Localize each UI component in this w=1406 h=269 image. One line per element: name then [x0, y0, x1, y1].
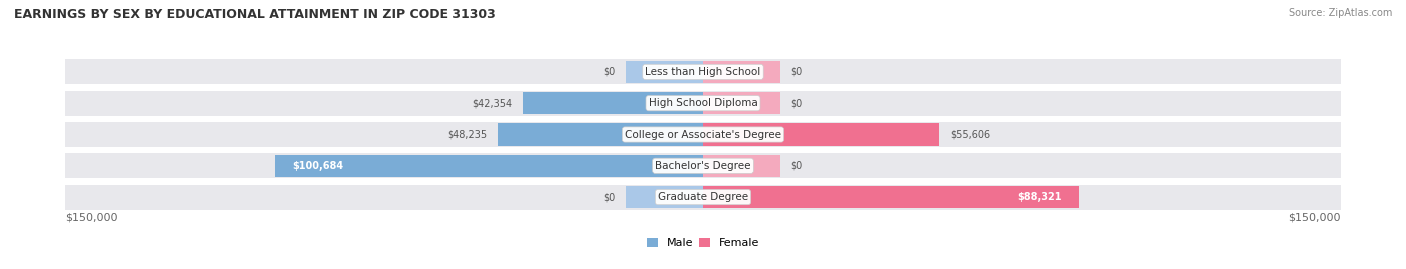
Text: $0: $0	[790, 67, 803, 77]
Text: Source: ZipAtlas.com: Source: ZipAtlas.com	[1288, 8, 1392, 18]
Bar	[523, 92, 703, 115]
Bar	[65, 185, 1341, 210]
Bar	[65, 59, 1341, 84]
Text: High School Diploma: High School Diploma	[648, 98, 758, 108]
Bar	[703, 123, 939, 146]
Text: Bachelor's Degree: Bachelor's Degree	[655, 161, 751, 171]
Text: $0: $0	[790, 161, 803, 171]
Bar	[627, 61, 703, 83]
Bar	[627, 186, 703, 208]
Text: $0: $0	[790, 98, 803, 108]
Bar	[65, 153, 1341, 178]
Text: Graduate Degree: Graduate Degree	[658, 192, 748, 202]
Text: $0: $0	[603, 192, 616, 202]
Text: $100,684: $100,684	[292, 161, 343, 171]
Bar	[274, 154, 703, 177]
Bar	[65, 122, 1341, 147]
Bar	[703, 61, 779, 83]
Text: $150,000: $150,000	[1288, 213, 1341, 222]
Text: Less than High School: Less than High School	[645, 67, 761, 77]
Text: $88,321: $88,321	[1017, 192, 1062, 202]
Bar	[65, 91, 1341, 116]
Bar	[703, 92, 779, 115]
Text: $48,235: $48,235	[447, 129, 488, 140]
Text: EARNINGS BY SEX BY EDUCATIONAL ATTAINMENT IN ZIP CODE 31303: EARNINGS BY SEX BY EDUCATIONAL ATTAINMEN…	[14, 8, 496, 21]
Bar	[498, 123, 703, 146]
Text: $150,000: $150,000	[65, 213, 118, 222]
Text: College or Associate's Degree: College or Associate's Degree	[626, 129, 780, 140]
Text: $0: $0	[603, 67, 616, 77]
Text: $42,354: $42,354	[472, 98, 512, 108]
Bar	[703, 186, 1078, 208]
Text: $55,606: $55,606	[950, 129, 990, 140]
Bar	[703, 154, 779, 177]
Legend: Male, Female: Male, Female	[643, 233, 763, 253]
